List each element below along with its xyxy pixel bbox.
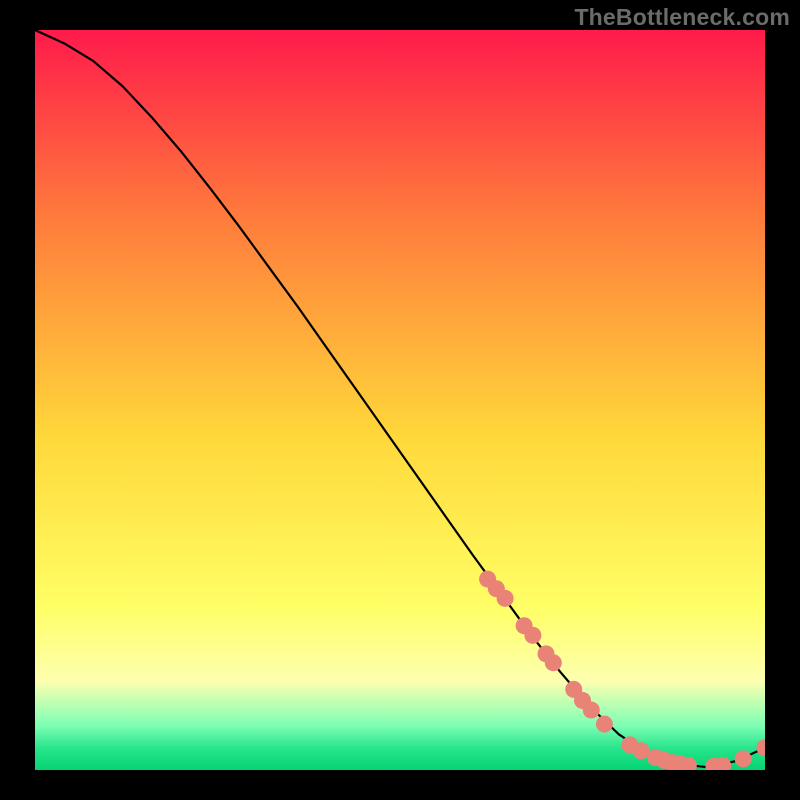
marker-point — [545, 654, 562, 671]
marker-point — [596, 716, 613, 733]
chart-svg — [35, 30, 765, 770]
chart-frame: TheBottleneck.com — [0, 0, 800, 800]
marker-point — [497, 590, 514, 607]
marker-point — [524, 627, 541, 644]
watermark-text: TheBottleneck.com — [574, 4, 790, 31]
marker-point — [583, 702, 600, 719]
marker-point — [632, 742, 649, 759]
plot-area — [35, 30, 765, 770]
marker-point — [735, 750, 752, 767]
gradient-background — [35, 30, 765, 770]
